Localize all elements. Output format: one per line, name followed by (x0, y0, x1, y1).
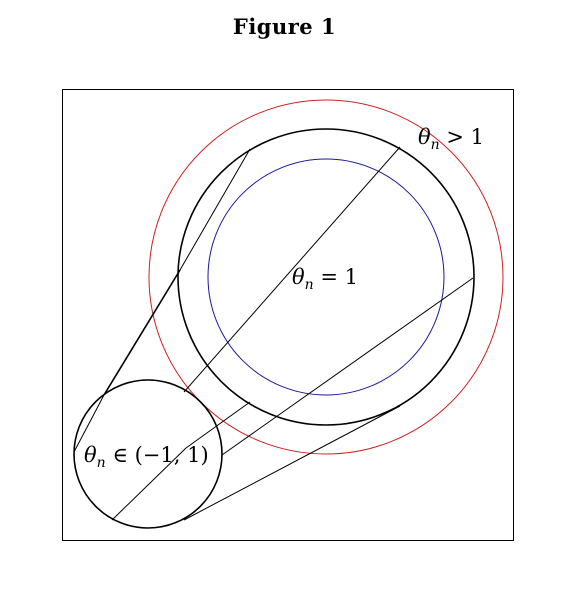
chord-line-right (221, 277, 474, 456)
figure-title: Figure 1 (232, 14, 337, 39)
black-circle-small (73, 379, 223, 529)
black-circle-large (177, 128, 475, 426)
frame-box (62, 89, 514, 541)
label-theta-interval: θn ∈ (−1, 1) (84, 443, 209, 471)
tangent-line-lower (183, 405, 401, 521)
chord-line-diagonal-mid (185, 401, 251, 449)
chord-line-diagonal-lower (111, 447, 187, 521)
tangent-line-upper (103, 269, 181, 396)
red-circle (148, 99, 504, 455)
label-theta-equal-one: θn = 1 (292, 265, 358, 293)
blue-circle (207, 158, 445, 396)
label-theta-greater-one: θn > 1 (418, 125, 484, 153)
chord-line-diagonal (183, 146, 401, 393)
chord-line-left-entry (73, 394, 105, 453)
chord-line-top (179, 148, 251, 271)
